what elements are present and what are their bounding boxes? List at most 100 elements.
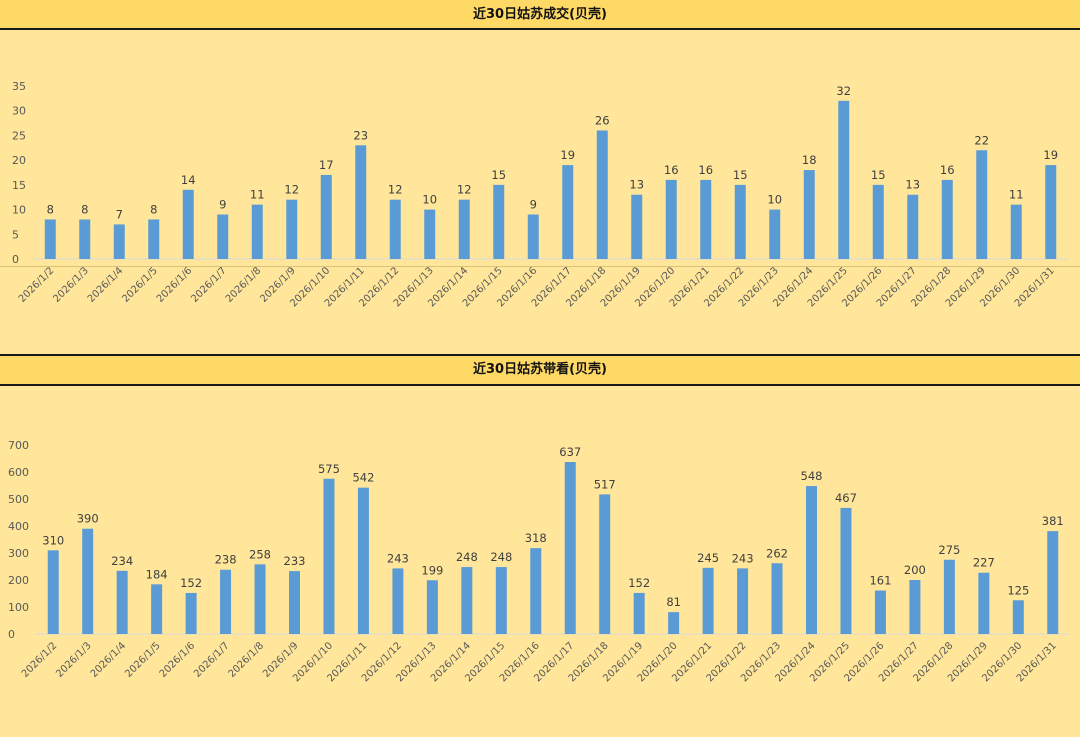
y-tick-label: 15 — [12, 179, 26, 192]
bar — [1012, 600, 1024, 634]
bar — [251, 204, 263, 259]
data-label: 575 — [318, 462, 340, 476]
y-tick-label: 300 — [8, 547, 29, 560]
bar — [220, 569, 232, 634]
bar — [185, 592, 197, 634]
data-label: 12 — [388, 183, 403, 197]
data-label: 233 — [284, 554, 306, 568]
data-label: 15 — [491, 168, 506, 182]
data-label: 9 — [219, 198, 226, 212]
bar — [874, 590, 886, 634]
data-label: 11 — [1009, 188, 1024, 202]
data-label: 22 — [974, 133, 989, 147]
data-label: 16 — [664, 163, 679, 177]
x-tick-label: 2026/1/3 — [51, 265, 91, 305]
data-label: 19 — [1043, 148, 1058, 162]
data-label: 390 — [77, 512, 99, 526]
y-tick-label: 35 — [12, 80, 26, 93]
data-label: 152 — [180, 576, 202, 590]
data-label: 12 — [284, 183, 299, 197]
data-label: 243 — [387, 551, 409, 565]
x-tick-label: 2026/1/2 — [20, 640, 60, 680]
x-tick-label: 2026/1/8 — [224, 265, 264, 305]
bar — [631, 194, 643, 259]
data-label: 184 — [146, 567, 168, 581]
bar — [941, 179, 953, 259]
x-tick-label: 2026/1/4 — [86, 265, 126, 305]
data-label: 16 — [940, 163, 955, 177]
bar — [530, 548, 542, 634]
data-label: 152 — [628, 576, 650, 590]
y-tick-label: 10 — [12, 204, 26, 217]
bar — [217, 214, 229, 259]
x-tick-label: 2026/1/7 — [189, 265, 229, 305]
data-label: 243 — [732, 551, 754, 565]
x-tick-label: 2026/1/5 — [123, 640, 163, 680]
bar — [1047, 531, 1059, 634]
bar — [426, 580, 438, 634]
bar — [1045, 165, 1057, 259]
data-label: 262 — [766, 546, 788, 560]
bar — [978, 572, 990, 634]
data-label: 23 — [353, 128, 368, 142]
x-tick-label: 2026/1/3 — [54, 640, 94, 680]
y-tick-label: 5 — [12, 228, 19, 241]
data-label: 26 — [595, 113, 610, 127]
data-label: 10 — [422, 193, 437, 207]
data-label: 381 — [1042, 514, 1064, 528]
chart-title: 近30日姑苏带看(贝壳) — [0, 354, 1080, 386]
data-label: 125 — [1007, 583, 1029, 597]
data-label: 467 — [835, 491, 857, 505]
x-tick-label: 2026/1/8 — [227, 640, 267, 680]
y-tick-label: 20 — [12, 154, 26, 167]
bar — [424, 209, 436, 259]
data-label: 13 — [629, 178, 644, 192]
bar — [113, 224, 125, 259]
data-label: 637 — [559, 445, 581, 459]
x-tick-label: 2026/1/2 — [17, 265, 57, 305]
bar — [389, 199, 401, 259]
data-label: 14 — [181, 173, 196, 187]
bar — [909, 580, 921, 634]
bar — [771, 563, 783, 634]
data-label: 199 — [421, 563, 443, 577]
data-label: 81 — [666, 595, 681, 609]
data-label: 275 — [938, 543, 960, 557]
bar — [254, 564, 266, 634]
data-label: 542 — [352, 471, 374, 485]
bar — [564, 462, 576, 634]
data-label: 8 — [47, 202, 54, 216]
data-label: 15 — [733, 168, 748, 182]
chart-panel-transactions: 近30日姑苏成交(贝壳) 0 5 10 15 20 25 30 35 8 2026/1/2 8 202… — [0, 0, 1080, 354]
bar — [320, 174, 332, 259]
data-label: 310 — [42, 533, 64, 547]
bar — [527, 214, 539, 259]
data-label: 16 — [698, 163, 713, 177]
y-tick-label: 700 — [8, 439, 29, 452]
bar — [596, 130, 608, 259]
bar — [495, 567, 507, 634]
bar — [1010, 204, 1022, 259]
data-label: 234 — [111, 554, 133, 568]
data-label: 17 — [319, 158, 334, 172]
data-label: 245 — [697, 551, 719, 565]
bar — [44, 219, 56, 259]
chart-title: 近30日姑苏成交(贝壳) — [0, 0, 1080, 30]
chart-panel-viewings: 近30日姑苏带看(贝壳) 0 100 200 300 400 500 600 700 310 20… — [0, 354, 1080, 737]
data-label: 200 — [904, 563, 926, 577]
bar — [461, 567, 473, 634]
bar — [668, 612, 680, 634]
data-label: 15 — [871, 168, 886, 182]
data-label: 7 — [116, 207, 123, 221]
bar — [562, 165, 574, 259]
data-label: 318 — [525, 531, 547, 545]
y-tick-label: 400 — [8, 520, 29, 533]
bar — [116, 570, 128, 634]
bar-chart-viewings: 0 100 200 300 400 500 600 700 310 2026/1/2 390 2026… — [8, 439, 1070, 684]
bar — [872, 184, 884, 259]
bar — [599, 494, 611, 634]
y-tick-label: 200 — [8, 574, 29, 587]
bar — [289, 571, 300, 634]
bar-chart-transactions: 0 5 10 15 20 25 30 35 8 2026/1/2 8 2026/1/3 7 2026/1/… — [12, 80, 1068, 309]
data-label: 8 — [81, 202, 88, 216]
